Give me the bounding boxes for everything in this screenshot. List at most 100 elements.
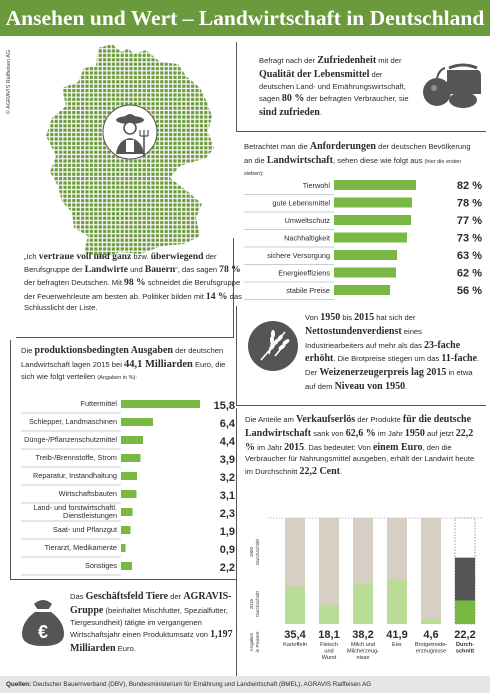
row-label-1950-sub: Durchschnitt [255, 539, 260, 565]
exp-bar [121, 562, 132, 570]
share-category-label: nisse [356, 655, 369, 661]
exp-value-label: 2,2 [220, 562, 235, 574]
money-bag-icon: € [22, 600, 64, 646]
exp-category-label: Dienstleistungen [63, 511, 117, 520]
share-t8: 1950 [404, 427, 425, 439]
wheat-t4: 2015 [354, 312, 375, 323]
expenses-chart: Futtermittel 15,8 Schlepper, Landmaschinen… [21, 399, 236, 576]
share-t13: . Das bedeutet: Von [304, 442, 373, 452]
req-category-label: Tierwohl [303, 181, 331, 190]
req-t3: der deutschen Bevölkerung an die [244, 142, 471, 165]
req-bar [334, 232, 407, 243]
quote-t10: 78 % [219, 264, 241, 276]
share-t16: 22,2 Cent [299, 465, 340, 477]
share-column-bg [319, 518, 339, 624]
share-value-label: 18,1 [318, 629, 339, 641]
req-bar [334, 197, 412, 208]
exp-t4: 44,1 Milliarden [124, 358, 193, 370]
share-t1: Die Anteile am [245, 415, 297, 424]
exp-t3: der deutschen Landwirtschaft lagen 2015 … [21, 346, 224, 369]
farmer-icon [102, 104, 158, 160]
exp-value-label: 6,4 [220, 418, 236, 430]
share-t10: 22,2 % [245, 427, 474, 453]
quote-t2: vertraue voll und ganz [38, 251, 132, 262]
requirements-box: Betrachtet man die Anforderungen der deu… [236, 132, 486, 307]
exp-bar [121, 508, 133, 516]
share-t6: 62,6 % [345, 427, 376, 439]
share-value-label: 35,4 [284, 629, 306, 641]
share-value-label: 4,6 [423, 629, 438, 641]
exp-value-label: 1,9 [220, 526, 235, 538]
wheat-icon [248, 321, 298, 371]
agr-t7: Euro. [115, 643, 136, 653]
share-category-label: Brotgetreide- [415, 642, 447, 648]
quote-t3: bzw. [131, 252, 151, 261]
agr-t5: (beinhaltet Mischfutter, Spezialfutter, … [70, 605, 228, 640]
req-value-label: 62 % [457, 268, 482, 280]
req-category-label: stabile Preise [286, 286, 330, 295]
share-t14: einem Euro [372, 441, 423, 453]
satisfaction-box: Befragt nach der Zufriedenheit mit der Q… [236, 42, 486, 132]
exp-category-label: Saat- und Pflanzgut [53, 525, 117, 534]
exp-category-label: Treib-/Brennstoffe, Strom [35, 453, 117, 462]
share-column-bg [421, 518, 441, 624]
expenses-box: Die produktionsbedingten Ausgaben der de… [10, 340, 236, 580]
exp-bar [121, 400, 200, 408]
exp-value-label: 3,1 [220, 490, 235, 502]
row-label-unit-sub: in Prozent [255, 631, 260, 652]
req-value-label: 63 % [457, 250, 482, 262]
share-bar-2015 [455, 600, 475, 624]
req-bar [334, 267, 396, 278]
exp-value-label: 3,2 [220, 472, 235, 484]
req-category-label: Umweltschutz [285, 216, 331, 225]
quote-t1: „Ich [24, 252, 39, 261]
agr-t2: Geschäftsfeld Tiere [85, 591, 169, 602]
trust-quote-text: „Ich vertraue voll und ganz bzw. überwie… [24, 250, 242, 313]
wheat-t3: bis [340, 313, 355, 322]
wheat-box: Von 1950 bis 2015 hat sich der Nettostun… [236, 306, 486, 406]
quote-t5: der Berufsgruppe der [24, 252, 217, 275]
wheat-t10: 11-fache [441, 353, 477, 365]
wheat-t14: Niveau von 1950 [334, 380, 406, 392]
share-bar-2015 [319, 604, 339, 624]
quote-t7: und [127, 265, 145, 275]
satis-t2: Zufriedenheit [317, 55, 377, 66]
quote-t9: “, das sagen [175, 265, 220, 275]
wheat-t9: . Die Brotpreise stiegen um das [333, 354, 442, 364]
req-category-label: gute Lebensmittel [272, 199, 330, 208]
share-category-label: erzeugnisse [416, 649, 446, 655]
row-label-unit: Angaben [249, 632, 254, 651]
req-category-label: sichere Versorgung [267, 251, 330, 260]
wheat-t7: eines Industriearbeiters auf mehr als da… [305, 326, 425, 350]
satis-t5: der deutschen Land- und Ernährungswirtsc… [259, 69, 406, 104]
quote-t8: Bauern [144, 264, 176, 276]
exp-bar [121, 544, 126, 552]
exp-t1: Die [21, 346, 35, 355]
quote-t13: schneidet die Berufsgruppe der Feuerwehr… [24, 278, 241, 301]
req-value-label: 73 % [457, 233, 482, 245]
req-bar [334, 180, 416, 190]
exp-bar [121, 490, 137, 498]
wheat-t6: Nettostundenverdienst [305, 325, 402, 337]
share-bar-2015 [353, 583, 373, 624]
req-value-label: 56 % [457, 285, 482, 297]
exp-bar [121, 526, 131, 534]
share-category-label: Fleisch [320, 642, 338, 648]
trust-quote-box: „Ich vertraue voll und ganz bzw. überwie… [16, 238, 242, 338]
euro-symbol: € [38, 622, 48, 642]
share-t17: . [340, 466, 343, 476]
exp-value-label: 4,4 [220, 436, 236, 448]
share-text: Die Anteile am Verkaufserlös der Produkt… [245, 413, 483, 479]
wheat-t8: 23-fache erhöht [305, 339, 461, 365]
req-bar [334, 250, 397, 260]
expenses-text: Die produktionsbedingten Ausgaben der de… [21, 344, 235, 383]
share-t9: auf jetzt [424, 428, 456, 438]
req-category-label: Nachhaltigkeit [284, 234, 330, 243]
satis-t6: 80 % [281, 93, 305, 105]
share-category-label: Milcherzeug- [347, 649, 379, 655]
wheat-t15: . [405, 381, 408, 391]
agr-t4: AGRAVIS-Gruppe [70, 591, 232, 616]
share-t3: der Produkte [355, 415, 403, 424]
quote-t14: 14 % [205, 290, 228, 302]
